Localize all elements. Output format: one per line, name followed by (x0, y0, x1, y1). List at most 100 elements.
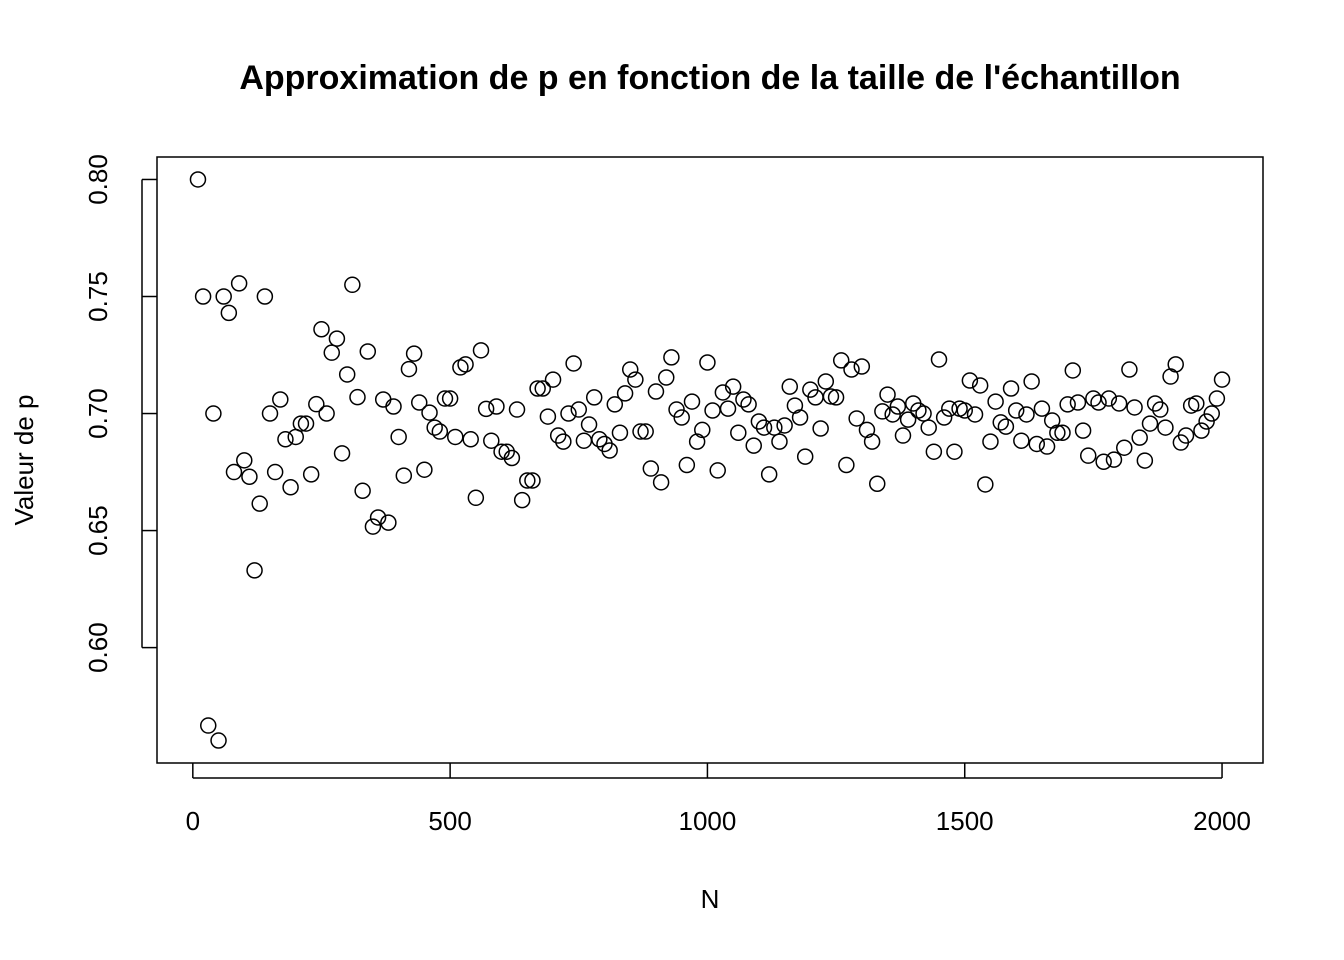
point (323, 344, 341, 361)
point (1110, 395, 1128, 412)
point (1146, 395, 1164, 412)
point (452, 359, 469, 376)
point (395, 467, 413, 484)
point (853, 358, 871, 375)
point (508, 401, 526, 418)
point (1007, 402, 1025, 419)
point (683, 393, 701, 410)
point (1038, 438, 1056, 455)
point (302, 466, 320, 483)
point (791, 409, 809, 426)
point (1177, 427, 1195, 444)
point (266, 463, 284, 481)
point (359, 343, 377, 360)
point (632, 423, 649, 440)
point (647, 383, 665, 400)
chart-title: Approximation de p en fonction de la tai… (239, 59, 1180, 97)
point (832, 352, 850, 369)
point (236, 452, 253, 469)
y-tick-label: 0.75 (83, 271, 113, 322)
point (364, 518, 382, 535)
y-tick-label: 0.80 (83, 154, 113, 205)
point (457, 356, 474, 373)
point (1208, 390, 1226, 407)
point (776, 417, 793, 434)
point (416, 461, 433, 478)
point (637, 423, 654, 440)
point (405, 345, 423, 362)
x-tick-label: 1500 (936, 806, 994, 836)
point (338, 366, 356, 383)
point (1033, 400, 1051, 417)
point (652, 474, 670, 491)
point (410, 394, 428, 411)
point (1100, 390, 1118, 407)
point (1064, 362, 1082, 379)
point (956, 402, 973, 419)
point (786, 397, 804, 414)
point (447, 428, 464, 446)
point (894, 427, 912, 444)
point (925, 443, 943, 460)
point (678, 456, 696, 474)
point (1069, 394, 1087, 411)
point (200, 717, 217, 734)
point (616, 385, 634, 402)
point (385, 398, 402, 415)
point (663, 349, 680, 366)
point (884, 406, 901, 423)
point (544, 371, 562, 388)
point (369, 509, 387, 526)
point (560, 405, 577, 422)
point (817, 373, 835, 390)
point (436, 390, 454, 407)
point (426, 419, 443, 436)
point (611, 424, 629, 441)
point (1213, 371, 1231, 388)
point (889, 398, 907, 415)
x-axis-label: N (701, 884, 720, 914)
point (966, 406, 984, 423)
y-tick-label: 0.60 (83, 622, 113, 673)
x-tick-label: 1000 (679, 806, 737, 836)
point (750, 413, 768, 430)
point (313, 321, 330, 338)
point (843, 361, 860, 378)
y-tick-label: 0.65 (83, 505, 113, 556)
point (1002, 380, 1020, 397)
plot-frame (156, 156, 1264, 764)
point (251, 495, 268, 512)
point (868, 475, 886, 493)
point (328, 330, 346, 347)
point (673, 409, 690, 426)
point (498, 443, 515, 460)
point (421, 404, 438, 421)
point (570, 401, 588, 418)
point (1167, 356, 1184, 373)
point (1074, 422, 1092, 439)
point (297, 415, 315, 432)
point (390, 428, 407, 446)
point (1023, 373, 1040, 390)
point (1116, 439, 1133, 456)
point (1090, 394, 1107, 411)
point (591, 431, 608, 448)
point (982, 433, 999, 450)
point (766, 419, 783, 436)
point (189, 171, 207, 188)
point (971, 377, 989, 394)
point (1188, 395, 1205, 412)
point (606, 396, 624, 413)
point (935, 409, 953, 426)
point (760, 466, 778, 483)
point (565, 355, 582, 372)
point (441, 390, 459, 407)
point (1152, 401, 1169, 418)
point (699, 354, 716, 371)
point (719, 400, 737, 417)
point (796, 448, 814, 465)
point (467, 489, 485, 507)
point (431, 423, 449, 440)
point (380, 514, 397, 531)
